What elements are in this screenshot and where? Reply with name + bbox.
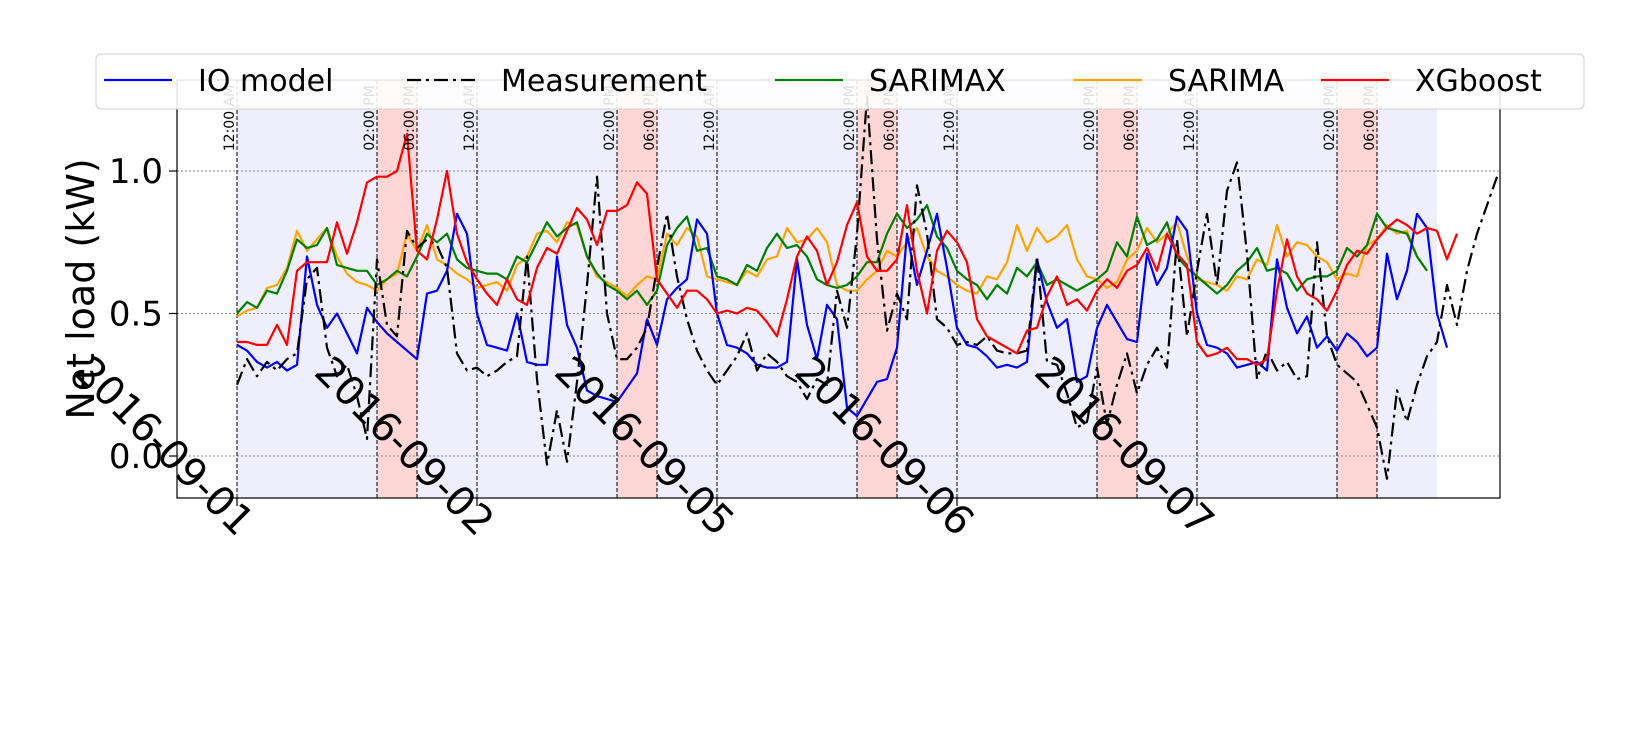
y-axis-ticks: 0.0 0.5 1.0 [109,152,177,477]
peak-window-3 [1097,80,1137,498]
peak-window-0 [377,80,417,498]
legend-label-3: SARIMA [1168,64,1285,99]
series-line-xgboost [237,132,1459,366]
series-line-sarima [236,221,1428,318]
legend-label-1: Measurement [501,64,707,99]
peak-window-4 [1337,80,1377,498]
legend: IO model Measurement SARIMAX SARIMA XGboost [95,53,1585,110]
legend-box [95,53,1585,110]
legend-label-2: SARIMAX [869,64,1006,99]
y-tick-label-2: 1.0 [109,152,163,192]
y-tick-label-1: 0.5 [109,295,163,335]
background-shading [237,80,1437,498]
peak-window-1 [617,80,657,498]
y-axis-label: Net load (kW) [59,158,103,419]
series-line-io-model [236,212,1449,418]
y-tick-label-0: 0.0 [109,437,163,477]
legend-label-0: IO model [198,64,333,99]
legend-label-4: XGboost [1415,64,1542,99]
series-line-sarimax [236,204,1428,315]
time-marker-lines [236,80,1378,498]
